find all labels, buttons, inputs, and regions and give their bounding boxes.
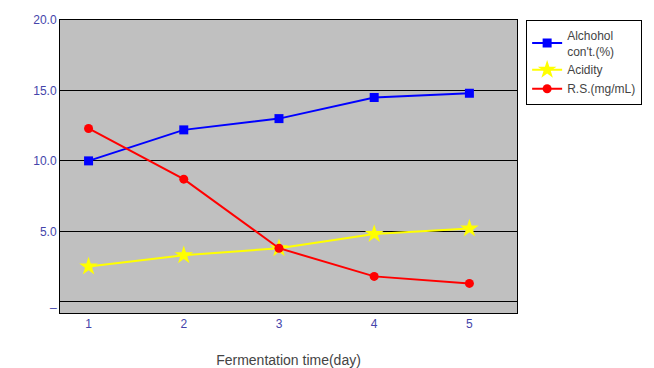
svg-text:Alchoholcon't.(%): Alchoholcon't.(%): [567, 29, 614, 59]
svg-text:5.0: 5.0: [40, 225, 57, 239]
svg-text:Fermentation time(day): Fermentation time(day): [216, 352, 361, 368]
svg-text:1: 1: [85, 317, 92, 331]
svg-text:3: 3: [276, 317, 283, 331]
svg-text:_: _: [49, 295, 57, 309]
svg-text:10.0: 10.0: [33, 154, 57, 168]
svg-text:15.0: 15.0: [33, 84, 57, 98]
svg-text:4: 4: [371, 317, 378, 331]
svg-text:2: 2: [180, 317, 187, 331]
svg-text:R.S.(mg/mL): R.S.(mg/mL): [567, 82, 635, 96]
svg-text:5: 5: [466, 317, 473, 331]
svg-text:20.0: 20.0: [33, 13, 57, 27]
svg-text:Acidity: Acidity: [567, 63, 602, 77]
